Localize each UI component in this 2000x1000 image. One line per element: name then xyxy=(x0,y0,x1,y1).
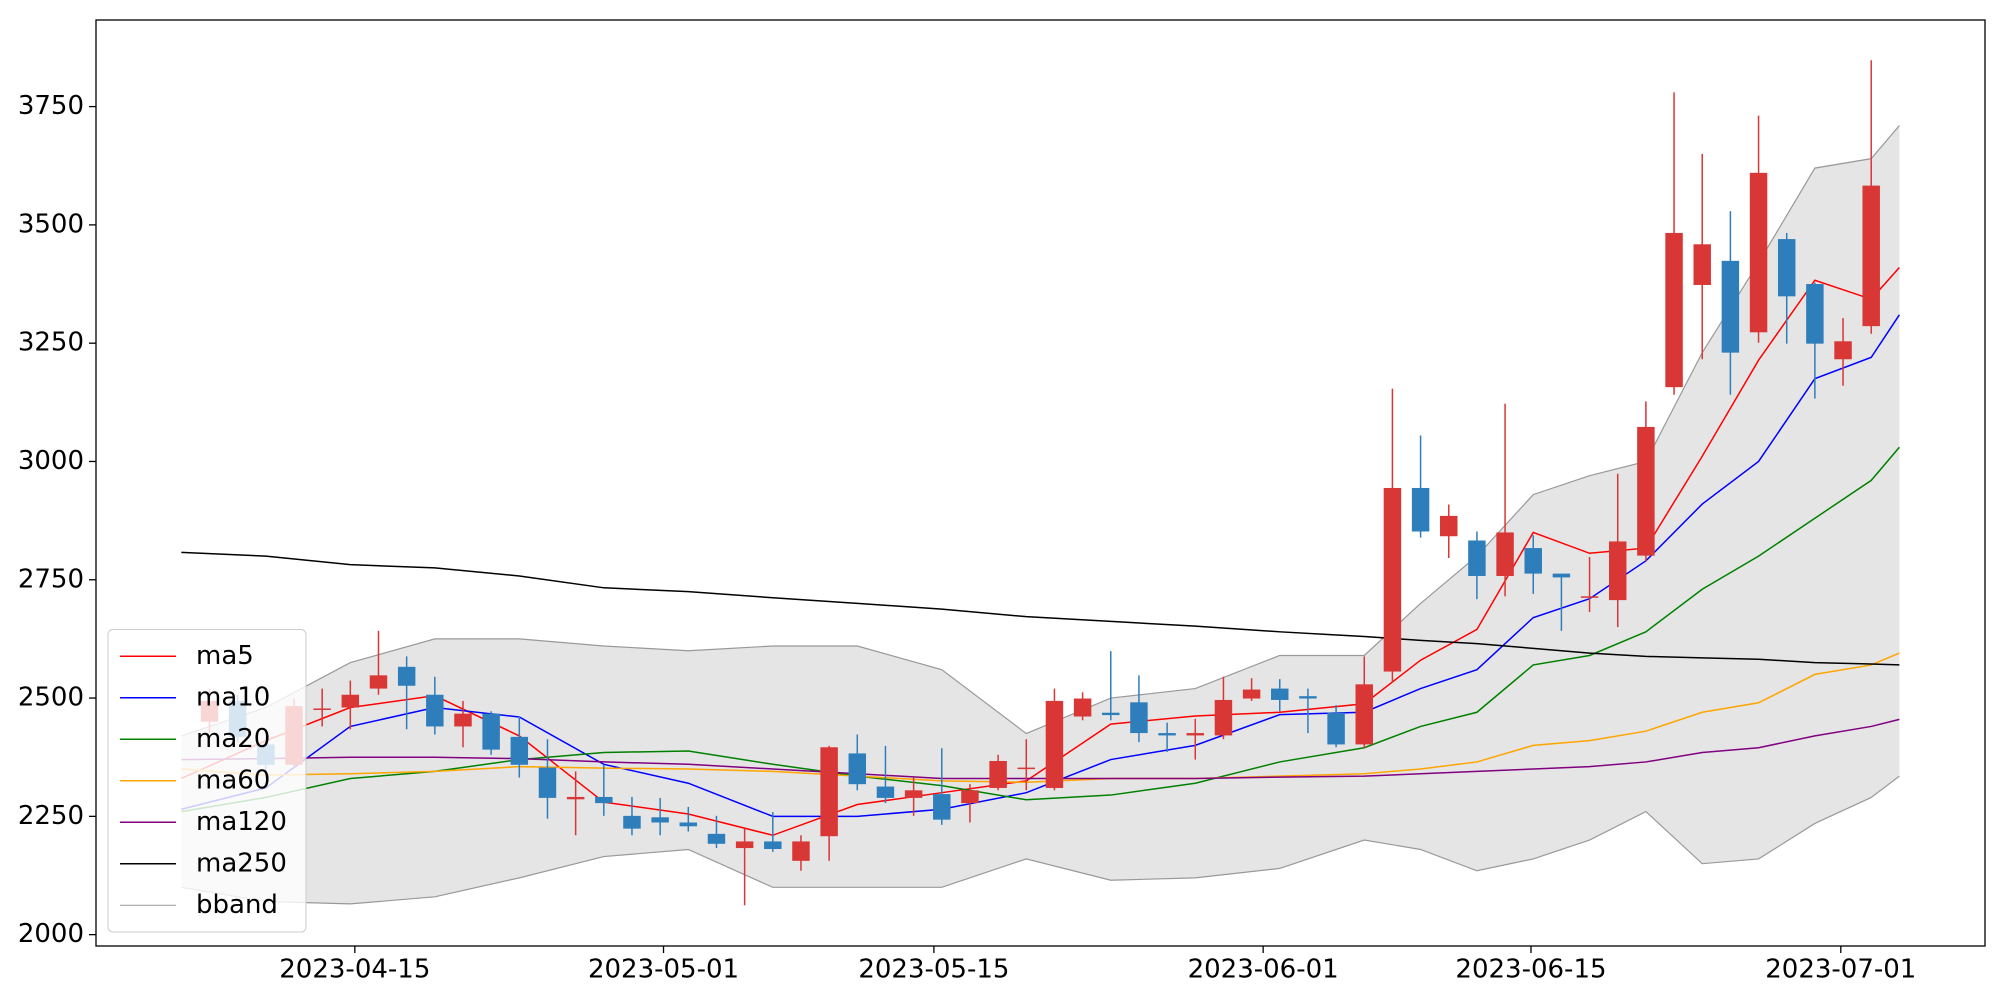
candle-body xyxy=(1862,185,1880,327)
candle-body xyxy=(595,796,613,804)
candle-body xyxy=(1637,426,1655,556)
candle-body xyxy=(1214,699,1233,736)
y-tick-label: 3750 xyxy=(18,91,84,121)
y-tick-label: 3500 xyxy=(18,209,84,239)
candle-body xyxy=(566,796,585,800)
candle-body xyxy=(482,713,500,750)
y-tick-label: 2500 xyxy=(18,683,84,713)
candle-body xyxy=(510,736,529,765)
legend-label: ma10 xyxy=(196,682,270,712)
candle-body xyxy=(1609,541,1627,601)
legend-label: ma120 xyxy=(196,807,287,837)
candle-body xyxy=(1242,689,1261,699)
y-tick-label: 2250 xyxy=(18,801,84,831)
candle-body xyxy=(426,694,444,727)
candle-body xyxy=(1552,573,1571,578)
x-tick-label: 2023-05-01 xyxy=(588,955,739,985)
candle-body xyxy=(1073,698,1092,717)
candle-body xyxy=(1130,702,1148,734)
x-tick-label: 2023-05-15 xyxy=(858,955,1009,985)
candle-body xyxy=(1158,733,1176,736)
y-tick-label: 3000 xyxy=(18,446,84,476)
candle-body xyxy=(1468,540,1486,576)
legend-label: ma5 xyxy=(196,641,254,671)
candle-body xyxy=(1411,487,1430,532)
legend-label: bband xyxy=(196,890,278,920)
candle-body xyxy=(848,753,867,785)
candle-body xyxy=(1496,532,1514,576)
band-edge xyxy=(181,775,1900,905)
candle-body xyxy=(1355,684,1373,745)
candle-body xyxy=(397,666,416,686)
candle-body xyxy=(369,675,388,689)
candle-body xyxy=(1580,596,1599,598)
legend-box xyxy=(107,629,307,933)
x-tick-label: 2023-06-15 xyxy=(1455,955,1606,985)
candle-body xyxy=(1524,548,1542,574)
candle-body xyxy=(1806,284,1824,344)
candle-body xyxy=(1749,172,1768,333)
candle-body xyxy=(933,794,951,820)
candle-body xyxy=(1665,232,1683,388)
candle-body xyxy=(1777,239,1796,297)
y-tick-label: 2750 xyxy=(18,564,84,594)
candle-body xyxy=(651,817,669,823)
candle-body xyxy=(679,822,698,827)
plot-frame xyxy=(95,19,1986,947)
candle-body xyxy=(1440,515,1458,537)
x-tick-label: 2023-07-01 xyxy=(1765,955,1916,985)
candle-body xyxy=(876,786,895,798)
candle-body xyxy=(341,694,360,708)
candle-body xyxy=(1327,712,1345,745)
legend: ma5 ma10 ma20 ma60 ma120 ma250 bband xyxy=(107,629,307,933)
legend-label: ma250 xyxy=(196,848,287,878)
candle-body xyxy=(1186,733,1204,736)
candle-body xyxy=(454,713,472,727)
candle-body xyxy=(623,815,641,829)
candle-body xyxy=(1102,712,1120,716)
candle-body xyxy=(1045,700,1064,788)
candle-body xyxy=(1271,688,1289,700)
x-tick-label: 2023-06-01 xyxy=(1188,955,1339,985)
candle-body xyxy=(1693,244,1711,285)
candle-body xyxy=(989,760,1007,788)
candle-body xyxy=(1834,341,1852,360)
candle-body xyxy=(707,833,726,844)
ma-line xyxy=(181,551,1900,666)
candle-body xyxy=(735,841,754,849)
candle-body xyxy=(1299,696,1317,699)
y-tick-label: 3250 xyxy=(18,328,84,358)
candle-body xyxy=(904,790,923,798)
candle-body xyxy=(1017,767,1036,770)
bollinger-band xyxy=(181,125,1900,904)
legend-label: ma60 xyxy=(196,765,270,795)
candle-body xyxy=(1721,260,1740,353)
candle-body xyxy=(538,767,557,798)
candle-body xyxy=(792,841,810,861)
x-tick-label: 2023-04-15 xyxy=(279,955,430,985)
y-tick-label: 2000 xyxy=(18,919,84,949)
candle-body xyxy=(961,790,979,804)
candle-body xyxy=(313,708,331,710)
candle-body xyxy=(764,841,782,849)
legend-label: ma20 xyxy=(196,724,270,754)
candle-body xyxy=(1383,487,1402,672)
candle-body xyxy=(820,747,838,837)
